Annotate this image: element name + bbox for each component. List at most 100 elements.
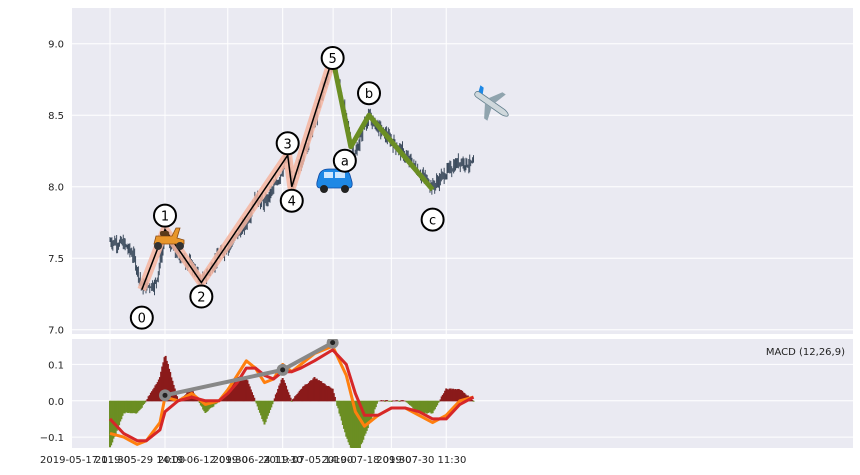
- macd-histogram-bar: [398, 400, 401, 402]
- macd-histogram-bar: [277, 389, 280, 402]
- wave-label-text: 3: [284, 137, 292, 152]
- macd-histogram-bar: [439, 399, 442, 402]
- x-tick-label: 2019-06-12 09:30: [158, 455, 248, 466]
- macd-histogram: [109, 355, 475, 448]
- macd-histogram-bar: [165, 360, 168, 402]
- wave-icons: [153, 85, 509, 250]
- macd-histogram-bar: [282, 380, 285, 402]
- macd-histogram-bar: [305, 384, 308, 402]
- macd-histogram-bar: [318, 380, 321, 402]
- macd-histogram-bar: [152, 389, 155, 402]
- macd-histogram-bar: [136, 400, 139, 413]
- macd-histogram-bar: [470, 399, 473, 402]
- macd-histogram-bar: [118, 400, 121, 426]
- macd-histogram-bar: [206, 400, 209, 412]
- macd-histogram-bar: [347, 400, 350, 443]
- macd-histogram-bar: [444, 390, 447, 402]
- macd-histogram-bar: [403, 400, 406, 402]
- macd-histogram-bar: [231, 383, 234, 402]
- macd-histogram-bar: [236, 377, 239, 402]
- macd-histogram-bar: [432, 400, 435, 411]
- macd-histogram-bar: [304, 384, 307, 402]
- macd-histogram-bar: [340, 400, 343, 421]
- wave-label-text: 1: [161, 210, 169, 225]
- macd-histogram-bar: [329, 387, 332, 402]
- macd-histogram-bar: [314, 378, 317, 402]
- macd-histogram-bar: [163, 357, 166, 402]
- macd-histogram-bar: [438, 400, 441, 402]
- macd-histogram-bar: [414, 400, 417, 411]
- macd-histogram-bar: [256, 400, 259, 407]
- price-y-tick-label: 9.0: [48, 40, 64, 51]
- macd-histogram-bar: [435, 400, 438, 407]
- macd-histogram-bar: [312, 378, 315, 402]
- macd-histogram-bar: [310, 380, 313, 402]
- macd-histogram-bar: [115, 400, 118, 431]
- macd-histogram-bar: [130, 400, 133, 414]
- macd-histogram-bar: [288, 394, 291, 402]
- macd-histogram-bar: [250, 392, 253, 402]
- wave-label-circle: [357, 81, 382, 106]
- macd-histogram-bar: [431, 400, 434, 414]
- macd-histogram-bar: [280, 379, 283, 402]
- macd-histogram-bar: [299, 389, 302, 402]
- macd-histogram-bar: [378, 400, 381, 402]
- macd-histogram-bar: [237, 376, 240, 402]
- macd-histogram-bar: [202, 400, 205, 410]
- macd-histogram-bar: [375, 400, 378, 404]
- macd-histogram-bar: [413, 400, 416, 410]
- macd-histogram-bar: [368, 400, 371, 425]
- macd-histogram-bar: [201, 400, 204, 407]
- x-tick-label: 2019-07-30 11:30: [376, 455, 466, 466]
- macd-histogram-bar: [455, 389, 458, 402]
- macd-histogram-bar: [257, 400, 260, 410]
- macd-histogram-bar: [338, 400, 341, 414]
- corrective-wave-lines: [330, 57, 435, 192]
- wave-label-4: 4: [279, 188, 304, 213]
- macd-y-tick-label: −0.1: [40, 433, 64, 444]
- macd-panel: −0.1 0.0 0.1 MACD (12,26,9): [40, 339, 853, 448]
- macd-histogram-bar: [379, 400, 382, 402]
- x-tick-label: 2019-06-24 11:30: [213, 455, 303, 466]
- macd-histogram-bar: [350, 400, 353, 448]
- macd-histogram-bar: [323, 383, 326, 402]
- macd-histogram-bar: [261, 400, 264, 419]
- macd-histogram-bar: [458, 389, 461, 402]
- macd-histogram-bar: [127, 400, 130, 413]
- macd-histogram-bar: [295, 395, 298, 402]
- macd-histogram-bar: [109, 400, 111, 448]
- macd-histogram-bar: [327, 385, 330, 402]
- macd-histogram-bar: [235, 378, 238, 402]
- macd-histogram-bar: [248, 386, 251, 402]
- macd-histogram-bar: [296, 393, 299, 402]
- macd-histogram-bar: [148, 395, 151, 402]
- macd-histogram-bar: [241, 377, 244, 402]
- macd-histogram-bar: [377, 400, 380, 402]
- macd-histogram-bar: [298, 390, 301, 402]
- macd-histogram-bar: [456, 389, 459, 402]
- macd-histogram-bar: [391, 400, 394, 402]
- macd-histogram-bar: [273, 398, 276, 402]
- macd-histogram-bar: [394, 400, 397, 402]
- x-tick-label: 2019-07-18 09:30: [321, 455, 411, 466]
- macd-histogram-bar: [411, 400, 414, 407]
- macd-histogram-bar: [170, 377, 173, 402]
- macd-histogram-bar: [164, 355, 167, 402]
- macd-histogram-bar: [328, 386, 331, 402]
- macd-histogram-bar: [151, 391, 154, 402]
- macd-histogram-bar: [154, 385, 157, 402]
- macd-histogram-bar: [333, 396, 336, 402]
- macd-histogram-bar: [371, 400, 374, 417]
- macd-histogram-bar: [373, 400, 376, 410]
- macd-y-tick-label: 0.1: [48, 360, 64, 371]
- macd-divergence-line: [159, 339, 339, 402]
- macd-histogram-bar: [145, 400, 148, 402]
- macd-histogram-bar: [430, 400, 433, 414]
- macd-histogram-bar: [428, 400, 431, 413]
- macd-histogram-bar: [174, 392, 177, 402]
- macd-histogram-bar: [448, 388, 451, 402]
- macd-histogram-bar: [336, 400, 339, 406]
- macd-histogram-bar: [388, 400, 391, 402]
- macd-histogram-bar: [302, 386, 305, 402]
- macd-histogram-bar: [463, 393, 466, 402]
